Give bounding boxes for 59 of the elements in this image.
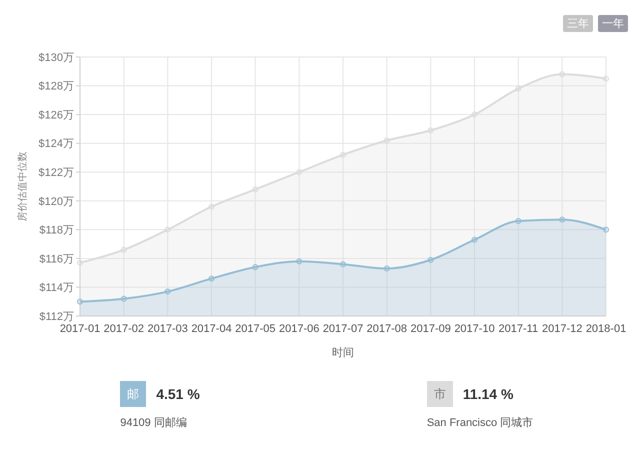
legend-label: 94109 同邮编 [120, 417, 187, 430]
legend-swatch: 邮 [120, 381, 146, 407]
x-tick-label: 2017-06 [278, 322, 320, 335]
point [208, 276, 214, 282]
point [559, 71, 566, 78]
toggle-button: 一年 [598, 15, 628, 32]
point [428, 256, 434, 263]
x-tick-label: 2017-03 [147, 322, 188, 335]
point [472, 236, 478, 243]
point [428, 127, 434, 134]
point [296, 169, 302, 176]
point [164, 288, 171, 295]
text: 4.51 % [156, 386, 200, 402]
y-axis-title: 房价估值中位数 [16, 152, 28, 222]
point [77, 260, 83, 266]
y-tick-label: $126万 [38, 109, 74, 122]
point [603, 76, 609, 82]
x-tick-label: 2017-01 [60, 322, 100, 335]
point [559, 216, 566, 223]
point [384, 137, 390, 144]
x-tick-label: 2017-08 [366, 322, 408, 335]
legend-swatch: 市 [426, 381, 453, 407]
point [252, 264, 258, 270]
y-tick-label: $130万 [38, 52, 74, 64]
point [208, 204, 214, 210]
point [515, 218, 522, 224]
x-tick-label: 2018-01 [586, 322, 626, 335]
point [472, 112, 478, 118]
text: 11.14 % [462, 386, 514, 402]
point [296, 258, 302, 264]
y-tick-label: $116万 [39, 253, 74, 266]
y-tick-label: $124万 [38, 138, 74, 150]
x-tick-label: 2017-04 [191, 322, 232, 335]
y-tick-label: $112万 [39, 310, 74, 323]
point [120, 246, 127, 253]
y-tick-label: $118万 [39, 224, 74, 237]
point [515, 86, 522, 92]
point [252, 186, 258, 192]
y-tick-label: $128万 [38, 80, 74, 93]
point [120, 296, 127, 302]
x-tick-label: 2017-10 [454, 322, 495, 335]
x-tick-label: 2017-05 [235, 322, 276, 335]
point [340, 261, 346, 268]
x-axis-title: 时间 [332, 346, 354, 359]
point [164, 226, 171, 233]
point [384, 266, 390, 272]
x-tick-label: 2017-02 [104, 322, 144, 335]
y-tick-label: $114万 [39, 282, 74, 294]
legend-label: San Francisco 同城市 [426, 417, 534, 430]
x-tick-label: 2017-07 [322, 322, 364, 335]
toggle-button: 三年 [563, 15, 593, 32]
y-tick-label: $122万 [38, 167, 74, 180]
x-tick-label: 2017-09 [410, 322, 451, 335]
point [603, 226, 609, 233]
point [340, 152, 346, 158]
x-tick-label: 2017-11 [498, 322, 538, 335]
y-tick-label: $120万 [38, 196, 74, 208]
point [77, 298, 83, 305]
x-tick-label: 2017-12 [542, 322, 582, 335]
